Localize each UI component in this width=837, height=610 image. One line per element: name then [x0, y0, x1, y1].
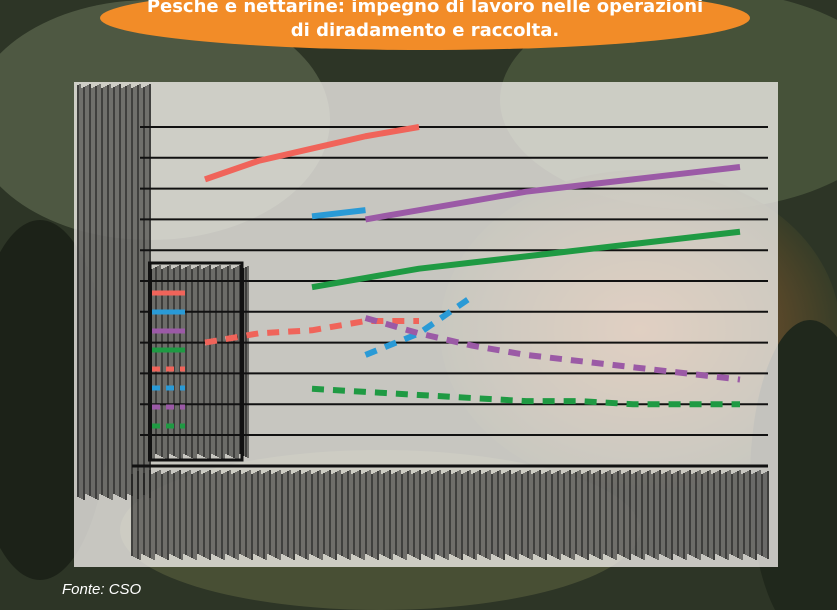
chart-title-line2: di diradamento e raccolta.: [290, 20, 560, 41]
series-line: [311, 385, 740, 408]
chart-title-line1: Pesche e nettarine: impegno di lavoro ne…: [146, 0, 704, 17]
legend-box: [148, 261, 244, 462]
series-line: [204, 124, 420, 183]
series-line: [204, 318, 419, 346]
illegible-label-area: [77, 84, 769, 560]
series-line: [364, 164, 741, 223]
gridlines: [132, 126, 768, 468]
series-line: [311, 207, 366, 220]
series-line: [311, 228, 741, 291]
source-note: Fonte: CSO: [62, 581, 142, 598]
legend: [152, 290, 185, 429]
series-line: [364, 315, 741, 383]
title-banner: Pesche e nettarine: impegno di lavoro ne…: [100, 0, 750, 50]
series-group: [204, 124, 741, 408]
